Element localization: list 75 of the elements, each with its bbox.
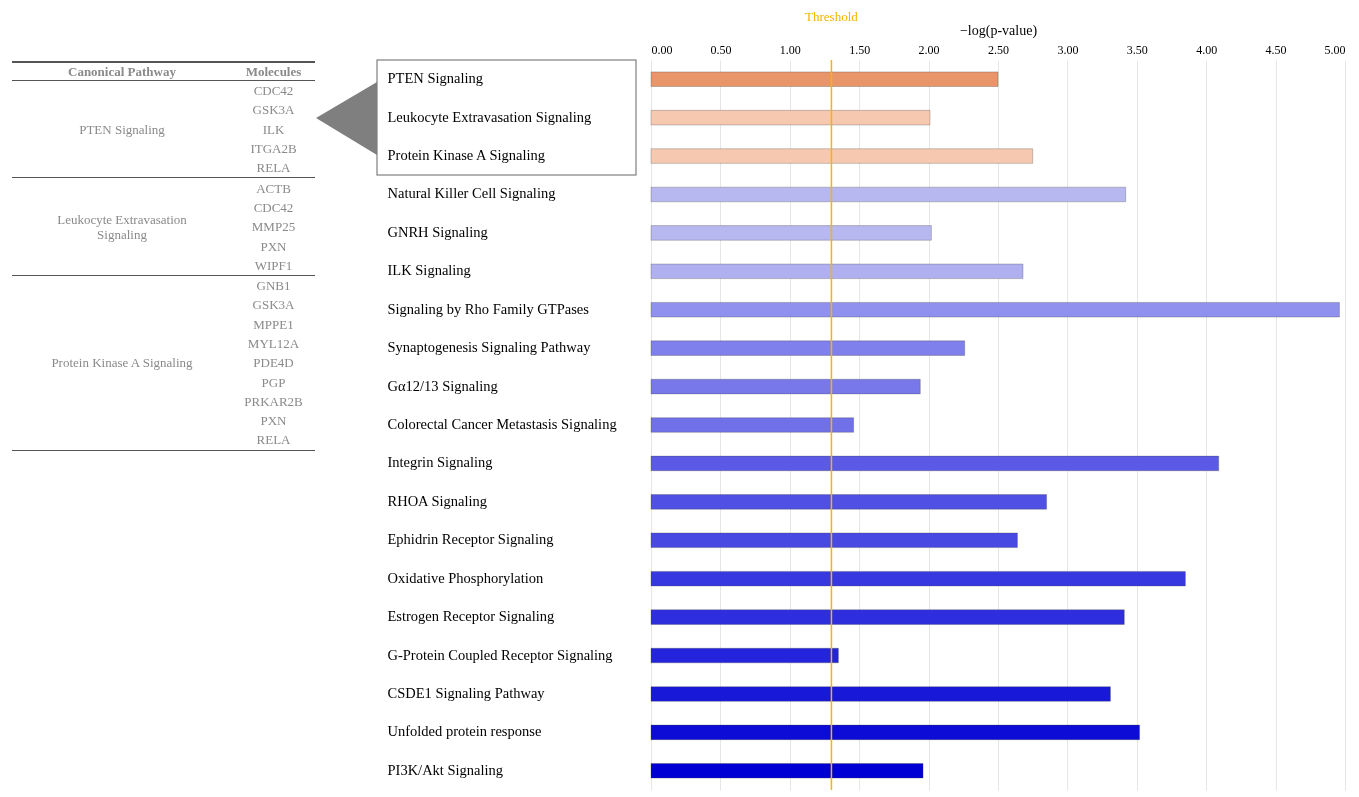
text: PTEN Signaling [79,121,165,137]
text: GSK3A [252,297,295,313]
text: CDC42 [253,199,294,215]
text: Leukocyte Extravasation Signaling [57,211,187,242]
x-tick-label: 1.00 [779,42,801,57]
x-tick-label: 2.00 [918,42,940,57]
bar [650,225,932,241]
y-tick-label: ILK Signaling [387,262,471,279]
text: ITGA2B [250,141,297,157]
text: WIPF1 [254,257,293,273]
y-tick-label: Natural Killer Cell Signaling [387,185,556,202]
x-tick-label: 3.50 [1126,42,1148,57]
text: PXN [260,413,287,429]
bar [650,417,854,433]
y-tick-label: Signaling by Rho Family GTPases [387,300,590,317]
y-tick-label: PI3K/Akt Signaling [387,761,504,778]
x-tick-label: 3.00 [1057,42,1079,57]
y-tick-label: Estrogen Receptor Signaling [387,608,555,625]
bar [650,647,839,664]
text: PRKAR2B [244,393,303,409]
text: GSK3A [252,102,295,118]
text: PDE4D [253,355,294,371]
x-tick-label: 1.50 [849,42,871,57]
y-tick-label: Oxidative Phosphorylation [387,569,545,586]
x-tick-label: 0.50 [710,42,732,57]
text: GNB1 [256,278,291,294]
x-tick-label: 0.00 [651,42,673,57]
x-tick-label: 5.00 [1324,42,1346,57]
text: RELA [256,432,291,448]
text: ILK [262,121,285,137]
x-axis-title: −log(p-value) [959,22,1038,39]
text: MPPE1 [253,316,294,332]
text: CDC42 [253,83,294,99]
y-tick-label: CSDE1 Signaling Pathway [387,684,546,701]
y-tick-label: Protein Kinase A Signaling [387,147,545,164]
category-label: Canonical Pathway [12,62,232,81]
x-tick-label: 2.50 [988,42,1009,57]
bar [650,71,999,87]
bar [650,378,921,395]
bar [650,186,1126,203]
bar [650,609,1125,625]
y-tick-label: Ephidrin Receptor Signaling [387,531,554,548]
text: MMP25 [251,219,296,235]
y-tick-label: Synaptogenesis Signaling Pathway [387,339,592,356]
y-tick-label: RHOA Signaling [387,492,487,509]
text: ACTB [256,180,291,196]
bar [650,263,1024,279]
bar [650,763,924,779]
bar [650,455,1219,472]
y-tick-label: Unfolded protein response [387,723,542,740]
category-label: Molecules [232,62,315,81]
x-tick-label: 4.00 [1196,42,1218,57]
text: RELA [256,160,291,176]
y-tick-label: GNRH Signaling [387,223,488,240]
bar [650,110,931,126]
bar [650,571,1186,587]
y-tick-label: Gα12/13 Signaling [387,377,498,394]
text: PXN [260,238,287,254]
bar [650,494,1047,510]
y-tick-label: Colorectal Cancer Metastasis Signaling [387,416,617,432]
text: PGP [261,374,286,390]
bar [650,532,1018,548]
x-tick-label: 4.50 [1265,42,1287,57]
y-tick-label: Integrin Signaling [387,454,493,471]
bar [650,686,1111,702]
bar [650,302,1340,318]
text: Protein Kinase A Signaling [51,355,193,371]
bar [650,148,1033,164]
text: MYL12A [247,336,300,351]
y-tick-label: G-Protein Coupled Receptor Signaling [387,646,613,663]
y-tick-label: Leukocyte Extravasation Signaling [387,108,592,125]
ref-line-label: Threshold [805,9,859,24]
bar [650,724,1140,740]
bar [650,340,965,356]
y-tick-label: PTEN Signaling [387,70,483,87]
